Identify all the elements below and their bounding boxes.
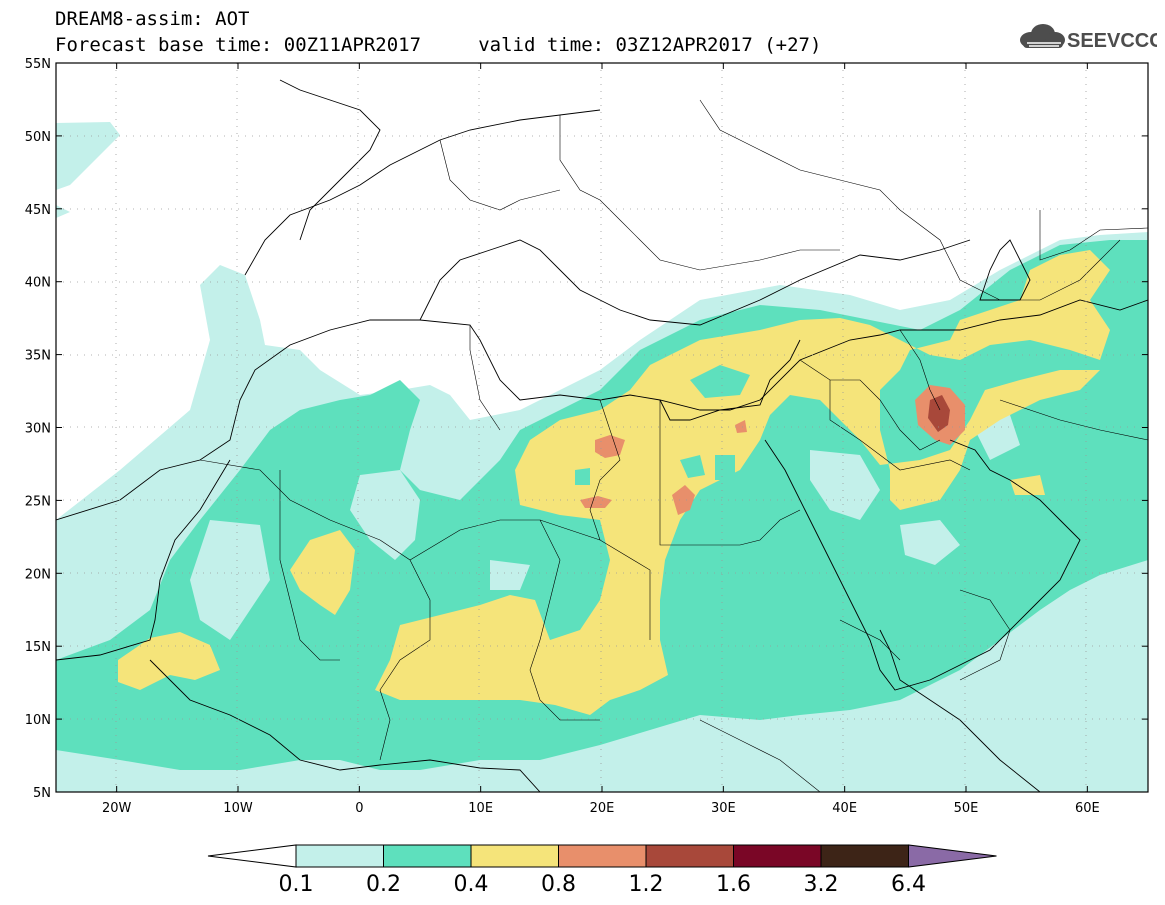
forecast-times: Forecast base time: 00Z11APR2017 valid t…: [55, 34, 822, 56]
y-tick-label: 25N: [25, 494, 51, 509]
colorbar-swatch: [558, 844, 647, 868]
chart-title: DREAM8-assim: AOT: [55, 8, 250, 30]
y-tick-label: 15N: [25, 640, 51, 655]
y-tick-label: 30N: [25, 422, 51, 437]
aot-field: [56, 122, 1148, 792]
y-tick-label: 45N: [25, 203, 51, 218]
axis-tick-labels: 20W 10W 0 10E 20E 30E 40E 50E 60E 5N 10N 15N 20N 25N 3…: [25, 57, 1100, 816]
colorbar-swatch: [645, 844, 734, 868]
y-tick-label: 40N: [25, 276, 51, 291]
x-tick-label: 0: [355, 801, 363, 816]
y-tick-label: 10N: [25, 713, 51, 728]
colorbar-swatch: [383, 844, 472, 868]
colorbar-level-label: 3.2: [804, 872, 839, 897]
borders: [199, 99, 1148, 792]
colorbar-swatch: [820, 844, 909, 868]
colorbar-labels: 0.1 0.2 0.4 0.8 1.2 1.6 3.2 6.4: [279, 872, 927, 897]
x-tick-label: 10E: [468, 801, 493, 816]
coastlines: [56, 79, 1148, 792]
y-tick-label: 55N: [25, 57, 51, 72]
colorbar-level-label: 1.2: [629, 872, 664, 897]
colorbar-low-arrow: [207, 844, 297, 868]
logo-text: SEEVCCC: [1067, 30, 1157, 52]
y-tick-label: 5N: [33, 786, 51, 801]
aot-band-1.2-1.6: [928, 395, 950, 432]
x-tick-label: 50E: [954, 801, 979, 816]
grid: [56, 63, 1148, 792]
y-tick-label: 50N: [25, 130, 51, 145]
x-tick-label: 20W: [102, 801, 132, 816]
colorbar-level-label: 0.1: [279, 872, 314, 897]
colorbar-level-label: 0.2: [366, 872, 401, 897]
x-tick-label: 40E: [832, 801, 857, 816]
seevccc-logo: SEEVCCC: [1020, 24, 1157, 52]
x-tick-label: 60E: [1075, 801, 1100, 816]
colorbar-swatch: [295, 844, 384, 868]
colorbar-swatch: [470, 844, 559, 868]
axis-ticks: [56, 62, 1148, 793]
colorbar-high-arrow: [908, 844, 997, 868]
colorbar-level-label: 6.4: [891, 872, 926, 897]
x-tick-label: 30E: [711, 801, 736, 816]
aot-holes-mid: [575, 365, 750, 485]
colorbar-swatch: [733, 844, 822, 868]
colorbar-level-label: 0.8: [541, 872, 576, 897]
aot-band-0.4-0.8: [118, 250, 1110, 715]
y-tick-label: 20N: [25, 567, 51, 582]
x-tick-label: 10W: [223, 801, 253, 816]
x-tick-label: 20E: [590, 801, 615, 816]
aot-holes-low: [190, 415, 1020, 640]
colorbar-level-label: 1.6: [716, 872, 751, 897]
colorbar-swatches: [207, 844, 997, 868]
y-tick-label: 35N: [25, 349, 51, 364]
colorbar-level-label: 0.4: [454, 872, 489, 897]
